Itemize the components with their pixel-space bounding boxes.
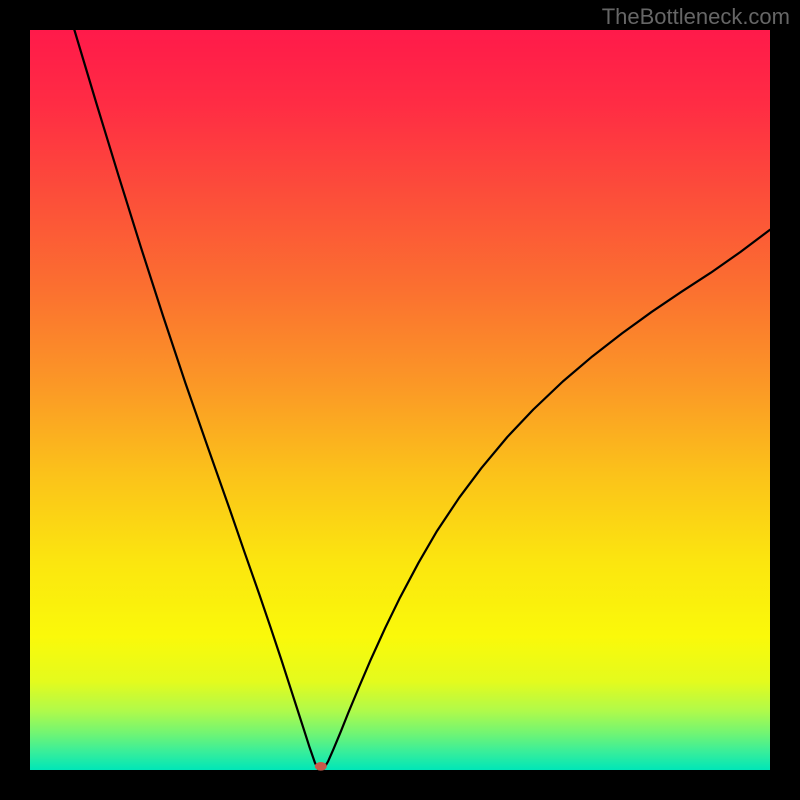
vertex-marker <box>315 762 327 771</box>
chart-container: TheBottleneck.com <box>0 0 800 800</box>
watermark-text: TheBottleneck.com <box>602 4 790 30</box>
bottleneck-chart <box>0 0 800 800</box>
chart-background-gradient <box>30 30 770 770</box>
